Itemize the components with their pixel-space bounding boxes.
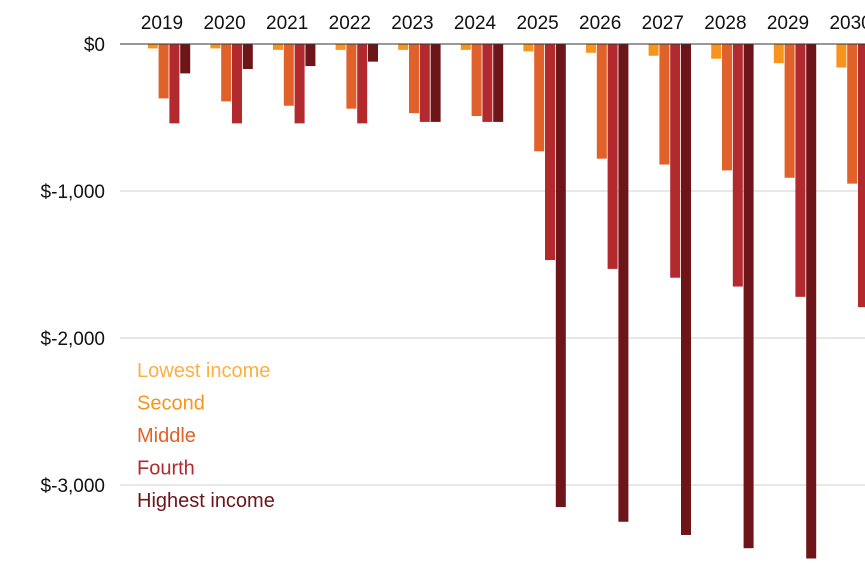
legend-item: Fourth <box>137 458 195 480</box>
y-tick-label: $-3,000 <box>41 476 105 497</box>
bar <box>210 44 221 49</box>
x-tick-label: 2026 <box>579 13 621 34</box>
legend-item: Lowest income <box>137 360 270 382</box>
bar <box>784 44 795 178</box>
x-tick-label: 2024 <box>454 13 497 34</box>
bar <box>493 44 504 122</box>
bar <box>482 44 493 122</box>
bar <box>773 44 784 64</box>
bar <box>147 44 158 49</box>
bar <box>430 44 441 122</box>
bar <box>368 44 378 62</box>
y-tick-label: $-1,000 <box>41 182 105 203</box>
bar <box>221 44 232 102</box>
bar <box>158 44 169 99</box>
bar <box>534 44 545 152</box>
bars <box>147 44 865 559</box>
bar <box>555 44 566 508</box>
bar <box>460 44 471 50</box>
bar <box>409 44 419 114</box>
legend-item: Second <box>137 393 205 415</box>
bar <box>471 44 482 117</box>
bar <box>711 44 722 59</box>
x-tick-label: 2030 <box>829 13 865 34</box>
y-tick-label: $0 <box>84 35 105 56</box>
bar <box>346 44 357 109</box>
legend: Lowest income Second Middle Fourth Highest i… <box>137 360 275 512</box>
bar <box>305 44 316 67</box>
bar <box>523 44 534 52</box>
bar <box>180 44 191 74</box>
bar <box>545 44 555 261</box>
x-axis-category-labels: 2019 2020 2021 2022 2023 2024 2025 2026 2027 2028… <box>141 13 865 34</box>
x-tick-label: 2021 <box>266 13 308 34</box>
bar <box>586 44 596 53</box>
bar <box>732 44 743 287</box>
bar <box>648 44 659 56</box>
bar <box>722 44 732 171</box>
x-tick-label: 2023 <box>391 13 433 34</box>
bar <box>294 44 305 124</box>
bar <box>670 44 681 278</box>
bar <box>335 44 346 50</box>
y-tick-label: $-2,000 <box>41 329 105 350</box>
bar <box>795 44 806 297</box>
bar <box>357 44 368 124</box>
bar <box>659 44 670 165</box>
x-tick-label: 2019 <box>141 13 183 34</box>
bar <box>232 44 242 124</box>
bar <box>398 44 409 50</box>
bar <box>273 44 283 50</box>
bar <box>836 44 847 68</box>
y-axis-tick-labels: $0 $-1,000 $-2,000 $-3,000 <box>41 35 105 497</box>
x-tick-label: 2020 <box>203 13 245 34</box>
bar <box>419 44 430 122</box>
legend-item: Highest income <box>137 490 275 512</box>
bar <box>858 44 865 308</box>
bar <box>596 44 607 159</box>
legend-item: Middle <box>137 425 196 447</box>
bar <box>847 44 858 184</box>
bar <box>607 44 618 269</box>
bar <box>169 44 180 124</box>
bar <box>618 44 629 522</box>
x-tick-label: 2025 <box>516 13 558 34</box>
bar <box>242 44 253 69</box>
bar <box>681 44 691 535</box>
bar <box>806 44 817 559</box>
bar <box>743 44 754 549</box>
x-tick-label: 2022 <box>329 13 371 34</box>
bar <box>283 44 294 106</box>
x-tick-label: 2027 <box>642 13 684 34</box>
x-tick-label: 2028 <box>704 13 746 34</box>
x-tick-label: 2029 <box>767 13 809 34</box>
